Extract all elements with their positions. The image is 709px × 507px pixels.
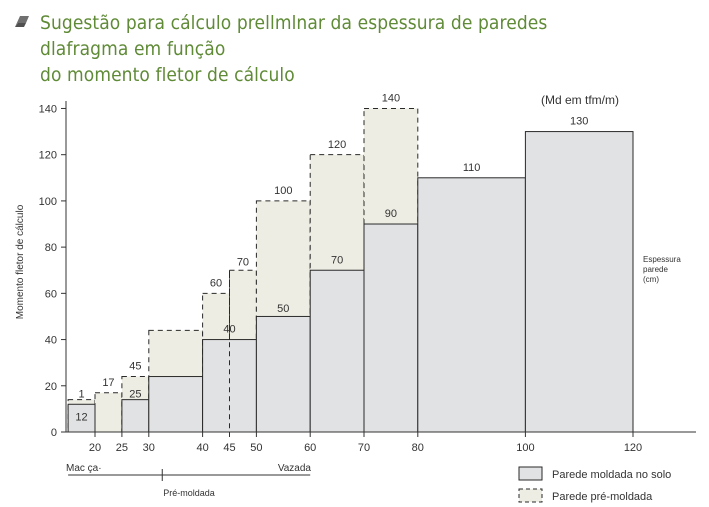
bar-molded-6	[363, 223, 419, 433]
x-tick-label-25: 25	[116, 442, 128, 454]
annotation-17: 17	[102, 377, 114, 389]
annotation-120: 120	[328, 139, 346, 151]
wall-type-right: Vazada	[278, 463, 312, 474]
bar-molded-4	[255, 315, 311, 433]
annotation-70: 70	[331, 254, 343, 266]
legend-swatch-precast	[518, 488, 543, 503]
bar-molded-2	[148, 376, 204, 433]
y-tick-label-140: 140	[39, 103, 57, 115]
y-tick-label-20: 20	[45, 381, 57, 393]
header: Sugestão para cálculo prellmlnar da espe…	[0, 0, 709, 86]
bar-molded-5	[309, 269, 365, 433]
y-tick-label-60: 60	[45, 288, 57, 300]
annotation-110: 110	[463, 162, 481, 174]
bar-molded-0	[67, 403, 96, 433]
annotation-100: 100	[274, 185, 292, 197]
annotation-60: 60	[210, 277, 222, 289]
bar-molded-7	[417, 177, 526, 433]
wall-type-center: Pré-moldada	[163, 488, 215, 498]
x-tick-label-45: 45	[223, 442, 235, 454]
logo-icon	[15, 16, 29, 27]
thickness-label-line-3: (cm)	[643, 275, 659, 284]
x-tick-label-40: 40	[196, 442, 208, 454]
annotation-140: 140	[382, 93, 400, 105]
y-tick-label-0: 0	[51, 427, 57, 439]
x-tick-label-50: 50	[250, 442, 262, 454]
bar-precast-1	[94, 392, 123, 433]
y-tick-label-100: 100	[39, 196, 57, 208]
unit-note: (Md em tfm/m)	[541, 93, 619, 107]
annotation-50: 50	[277, 303, 289, 315]
y-tick-label-40: 40	[45, 335, 57, 347]
annotation-90: 90	[385, 208, 397, 220]
x-tick-label-70: 70	[358, 442, 370, 454]
legend: Parede moldada no solo Parede pré-moldad…	[518, 466, 671, 503]
bar-molded-8	[524, 131, 634, 433]
legend-label-precast: Parede pré-moldada	[552, 491, 653, 503]
title-line-1: Sugestão para cálculo prellmlnar da espe…	[40, 12, 548, 60]
annotation-25: 25	[129, 388, 141, 400]
x-tick-label-80: 80	[412, 442, 424, 454]
x-tick-label-60: 60	[304, 442, 316, 454]
x-tick-label-20: 20	[89, 442, 101, 454]
y-tick-label-80: 80	[45, 242, 57, 254]
annotation-130: 130	[570, 116, 588, 128]
annotation-70: 70	[237, 257, 249, 269]
bars-layer	[67, 107, 634, 433]
thickness-label-line-2: parede	[643, 265, 668, 274]
x-tick-label-120: 120	[624, 442, 642, 454]
annotation-12: 12	[75, 411, 87, 423]
thickness-label: Espessura parede (cm)	[643, 255, 681, 284]
labels-layer: 1 12 17 45 25 60 40 70 100 50 120 70 140 90 110 130	[75, 93, 588, 424]
wall-types-scale: Mac ça· Vazada Pré-moldada	[66, 463, 311, 498]
annotation-45: 45	[129, 361, 141, 373]
bar-molded-1	[121, 399, 150, 433]
thickness-label-line-1: Espessura	[643, 255, 681, 264]
legend-label-molded: Parede moldada no solo	[552, 469, 671, 481]
y-tick-label-120: 120	[39, 150, 57, 162]
y-axis-label: Momento fletor de cálculo	[15, 204, 26, 319]
legend-swatch-molded	[518, 466, 543, 481]
x-tick-label-30: 30	[143, 442, 155, 454]
annotation-40: 40	[223, 324, 235, 336]
page-title: Sugestão para cálculo prellmlnar da espe…	[40, 10, 634, 88]
annotation-1: 1	[78, 388, 84, 400]
wall-type-left: Mac ça·	[66, 463, 102, 474]
title-line-2: do momento fletor de cálculo	[40, 64, 295, 86]
x-tick-label-100: 100	[516, 442, 534, 454]
